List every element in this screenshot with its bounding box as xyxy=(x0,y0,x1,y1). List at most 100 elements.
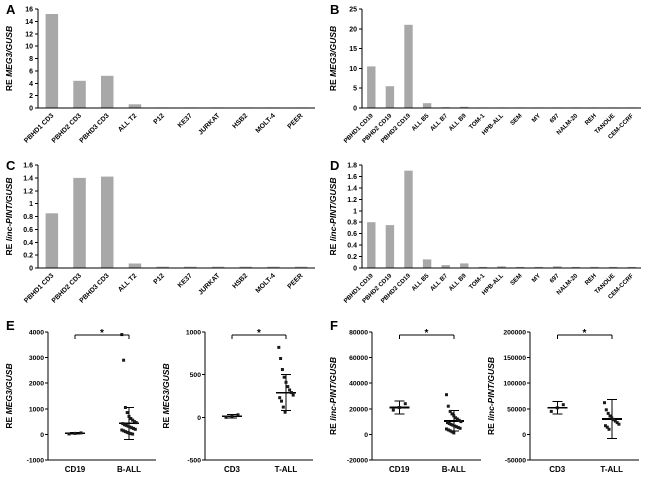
panel-d: D 0 0.2 0.4 0.6 0.8 1 1.2 1.4 1.6 1.8 PBHD1 CD19 PB… xyxy=(328,158,646,316)
svg-text:ALL B5: ALL B5 xyxy=(410,272,431,293)
svg-text:0: 0 xyxy=(29,106,33,113)
svg-text:ALL B9: ALL B9 xyxy=(448,112,469,133)
panel-e-chart-left: -1000 0 1000 2000 3000 4000 CD19 B-ALL * RE MEG3/… xyxy=(4,328,156,474)
svg-text:P12: P12 xyxy=(153,112,167,126)
svg-text:1000: 1000 xyxy=(29,406,44,413)
svg-text:25: 25 xyxy=(349,7,357,14)
svg-text:PBHD3 CD3: PBHD3 CD3 xyxy=(79,272,111,304)
svg-text:200000: 200000 xyxy=(503,330,526,337)
svg-text:80000: 80000 xyxy=(349,330,368,337)
svg-text:PBHD3 CD3: PBHD3 CD3 xyxy=(79,112,111,144)
svg-text:0.6: 0.6 xyxy=(23,227,33,234)
panel-c-label: C xyxy=(6,158,16,173)
svg-text:*: * xyxy=(583,328,587,339)
panel-e: E -1000 0 1000 2000 3000 4000 CD19 B-ALL * RE MEG… xyxy=(4,318,320,478)
svg-text:2000: 2000 xyxy=(29,381,44,388)
svg-text:0: 0 xyxy=(353,266,357,273)
svg-text:MOLT-4: MOLT-4 xyxy=(255,272,277,294)
svg-text:1.8: 1.8 xyxy=(347,163,357,170)
svg-text:RE linc-PINT/GUSB: RE linc-PINT/GUSB xyxy=(486,357,496,435)
svg-text:0: 0 xyxy=(522,432,526,439)
svg-text:10: 10 xyxy=(25,44,33,51)
panel-c: C 0 0.2 0.4 0.6 0.8 1 1.2 1.4 1.6 PBHD1 CD3 PBHD2 … xyxy=(4,158,320,316)
svg-text:RE MEG3/GUSB: RE MEG3/GUSB xyxy=(4,363,14,428)
panel-a-label: A xyxy=(6,2,16,17)
svg-text:14: 14 xyxy=(25,19,33,26)
svg-text:500: 500 xyxy=(190,372,202,379)
svg-text:KE37: KE37 xyxy=(177,272,194,289)
svg-text:6: 6 xyxy=(29,68,33,75)
svg-text:ALL B7: ALL B7 xyxy=(429,272,450,293)
svg-text:100000: 100000 xyxy=(503,381,526,388)
svg-text:HSB2: HSB2 xyxy=(231,272,249,290)
panel-f-label: F xyxy=(330,318,338,333)
svg-text:SEM: SEM xyxy=(509,272,523,286)
svg-text:10: 10 xyxy=(349,66,357,73)
svg-text:0.4: 0.4 xyxy=(23,240,33,247)
svg-text:3000: 3000 xyxy=(29,355,44,362)
svg-text:RE MEG3/GUSB: RE MEG3/GUSB xyxy=(4,26,14,91)
svg-text:B-ALL: B-ALL xyxy=(442,465,466,474)
svg-text:1.6: 1.6 xyxy=(347,174,357,181)
svg-text:REH: REH xyxy=(584,112,599,127)
svg-text:CD19: CD19 xyxy=(389,465,410,474)
svg-text:MY: MY xyxy=(531,272,543,284)
svg-text:2: 2 xyxy=(29,93,33,100)
panel-f: F -20000 0 20000 40000 60000 80000 CD19 B-ALL * R… xyxy=(328,318,646,478)
svg-text:0.2: 0.2 xyxy=(23,253,33,260)
svg-text:ALL B5: ALL B5 xyxy=(410,112,431,133)
svg-text:0.8: 0.8 xyxy=(347,220,357,227)
svg-text:4: 4 xyxy=(29,81,33,88)
svg-text:0.8: 0.8 xyxy=(23,214,33,221)
panel-f-chart-left: -20000 0 20000 40000 60000 80000 CD19 B-ALL * RE … xyxy=(328,328,481,474)
svg-text:0.6: 0.6 xyxy=(347,231,357,238)
svg-text:REH: REH xyxy=(584,272,599,287)
svg-text:*: * xyxy=(100,328,104,339)
svg-text:*: * xyxy=(257,328,261,339)
svg-text:15: 15 xyxy=(349,46,357,53)
svg-text:T-ALL: T-ALL xyxy=(275,465,298,474)
svg-text:RE linc-PINT/GUSB: RE linc-PINT/GUSB xyxy=(4,178,14,256)
svg-text:20: 20 xyxy=(349,26,357,33)
svg-text:JURKAT: JURKAT xyxy=(197,112,222,137)
svg-text:CD3: CD3 xyxy=(224,465,241,474)
svg-text:ALL B9: ALL B9 xyxy=(448,272,469,293)
svg-text:*: * xyxy=(425,328,429,339)
svg-text:20000: 20000 xyxy=(349,406,368,413)
svg-text:16: 16 xyxy=(25,7,33,14)
svg-text:1000: 1000 xyxy=(186,330,201,337)
svg-text:HSB2: HSB2 xyxy=(231,112,249,130)
svg-text:1.4: 1.4 xyxy=(23,175,33,182)
svg-text:697: 697 xyxy=(548,112,561,125)
svg-text:PEER: PEER xyxy=(286,272,304,290)
svg-text:ALL T2: ALL T2 xyxy=(117,272,138,293)
panel-a: A 0 2 4 6 8 10 12 14 16 PBHD1 CD3 PBHD2 CD3 PBHD3 C… xyxy=(4,2,320,156)
svg-text:B-ALL: B-ALL xyxy=(117,465,141,474)
svg-text:ALL B7: ALL B7 xyxy=(429,112,450,133)
svg-text:CD19: CD19 xyxy=(65,465,86,474)
svg-text:1.6: 1.6 xyxy=(23,163,33,170)
panel-e-label: E xyxy=(6,318,15,333)
panel-f-chart-right: -50000 0 50000 100000 150000 200000 CD3 T-ALL * R… xyxy=(486,328,639,474)
panel-d-label: D xyxy=(330,158,340,173)
svg-text:MOLT-4: MOLT-4 xyxy=(255,112,277,134)
svg-text:CD3: CD3 xyxy=(549,465,566,474)
svg-text:12: 12 xyxy=(25,31,33,38)
svg-text:0: 0 xyxy=(40,432,44,439)
svg-text:60000: 60000 xyxy=(349,355,368,362)
svg-text:SEM: SEM xyxy=(509,112,523,126)
svg-text:50000: 50000 xyxy=(507,406,526,413)
svg-text:RE MEG3/GUSB: RE MEG3/GUSB xyxy=(328,26,338,91)
svg-text:MY: MY xyxy=(531,112,543,124)
svg-text:1.2: 1.2 xyxy=(347,197,357,204)
svg-text:0.4: 0.4 xyxy=(347,243,357,250)
svg-text:697: 697 xyxy=(548,272,561,285)
svg-text:RE linc-PINT/GUSB: RE linc-PINT/GUSB xyxy=(328,357,338,435)
svg-text:1.2: 1.2 xyxy=(23,188,33,195)
svg-text:40000: 40000 xyxy=(349,381,368,388)
